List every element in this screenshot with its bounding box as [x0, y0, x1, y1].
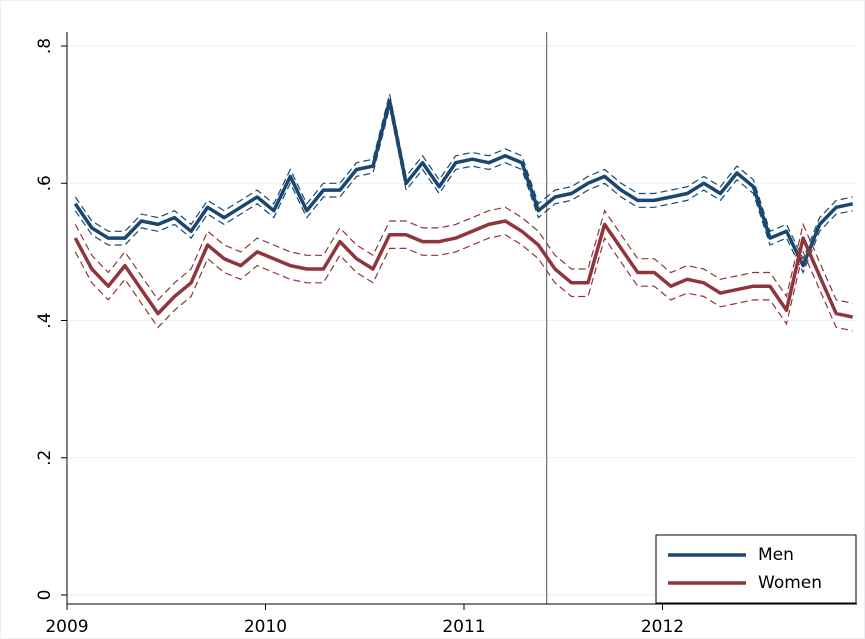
ci-lower [74, 234, 853, 332]
x-tick-label: 2012 [641, 617, 684, 637]
legend-label: Men [758, 545, 794, 565]
legend: Men Women [655, 534, 857, 604]
y-tick-label: .4 [35, 312, 55, 328]
legend-box [655, 534, 857, 604]
y-tick-label: .2 [35, 450, 55, 466]
y-tick-label: .6 [35, 175, 55, 191]
x-tick-label: 2009 [45, 617, 88, 637]
ci-upper [74, 206, 853, 304]
x-tick-label: 2010 [244, 617, 287, 637]
plot [73, 32, 854, 604]
series-line [73, 219, 854, 319]
series-line [73, 99, 854, 268]
x-tick-label: 2011 [442, 617, 485, 637]
y-tick-label: 0 [35, 590, 55, 601]
legend-label: Women [758, 573, 822, 593]
y-tick-label: .8 [35, 38, 55, 54]
ci-upper [74, 93, 853, 261]
plot-area [67, 32, 857, 607]
axes: 0 .2 .4 .6 .8 2009 2010 2011 2012 [35, 32, 857, 637]
ci-lower [74, 107, 853, 274]
